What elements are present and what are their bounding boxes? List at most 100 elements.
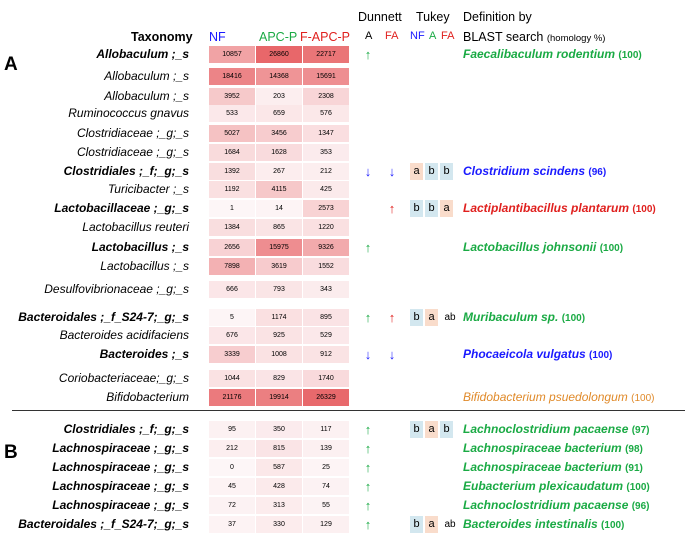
blast-definition: Eubacterium plexicaudatum (100): [463, 478, 650, 496]
tukey-letter: b: [425, 163, 438, 180]
tukey-col-fa: FA: [441, 30, 455, 42]
heatmap-cell: 576: [303, 105, 349, 122]
dunnett-a-arrow: ↑: [364, 240, 372, 255]
tukey-letter: a: [425, 516, 438, 533]
heatmap-cell: 5: [209, 309, 255, 326]
homology-score: (96): [588, 167, 607, 178]
homology-score: (96): [631, 501, 650, 512]
heatmap-cell: 350: [256, 421, 302, 438]
species-name: Phocaeicola vulgatus: [463, 347, 590, 361]
heatmap-cell: 19914: [256, 389, 302, 406]
heatmap-cell: 22717: [303, 46, 349, 63]
heatmap-cell: 1684: [209, 144, 255, 161]
heatmap-cell: 7898: [209, 258, 255, 275]
section-divider: [12, 410, 685, 411]
taxon-label: Lactobacillaceae ;_g;_s: [54, 201, 189, 215]
homology-score: (100): [589, 350, 613, 361]
taxon-label: Allobaculum ;_s: [104, 69, 189, 83]
taxon-label: Bifidobacterium: [106, 390, 189, 404]
dunnett-fa-arrow: ↑: [388, 201, 396, 216]
heatmap-cell: 1384: [209, 219, 255, 236]
heatmap-cell: 4115: [256, 181, 302, 198]
heatmap-cell: 26860: [256, 46, 302, 63]
taxon-label: Lachnospiraceae ;_g;_s: [52, 479, 189, 493]
heatmap-cell: 1552: [303, 258, 349, 275]
taxon-label: Lactobacillus ;_s: [91, 240, 189, 254]
heatmap-cell: 3339: [209, 346, 255, 363]
dunnett-col-a: A: [365, 30, 373, 42]
blast-definition: Lachnoclostridium pacaense (96): [463, 497, 650, 515]
species-name: Lactobacillus johnsonii: [463, 240, 600, 254]
heatmap-cell: 1628: [256, 144, 302, 161]
blast-definition: Lactobacillus johnsonii (100): [463, 239, 623, 257]
species-name: Faecalibaculum rodentium: [463, 47, 619, 61]
species-name: Lachnospiraceae bacterium: [463, 441, 626, 455]
heatmap-cell: 15691: [303, 68, 349, 85]
heatmap-cell: 3456: [256, 125, 302, 142]
species-name: Lachnospiraceae bacterium: [463, 460, 626, 474]
heatmap-cell: 14: [256, 200, 302, 217]
species-name: Eubacterium plexicaudatum: [463, 479, 627, 493]
group-header-f-apc-p: F-APC-P: [300, 30, 350, 44]
heatmap-cell: 1220: [303, 219, 349, 236]
taxon-label: Clostridiales ;_f;_g;_s: [63, 422, 189, 436]
taxon-label: Bacteroidales ;_f_S24-7;_g;_s: [18, 517, 189, 531]
species-name: Lachnoclostridium pacaense: [463, 422, 632, 436]
heatmap-cell: 25: [303, 459, 349, 476]
heatmap-cell: 37: [209, 516, 255, 533]
heatmap-cell: 203: [256, 88, 302, 105]
tukey-letter: b: [410, 516, 423, 533]
heatmap-cell: 9326: [303, 239, 349, 256]
dunnett-col-fa: FA: [385, 30, 399, 42]
heatmap-cell: 267: [256, 163, 302, 180]
group-header-nf: NF: [209, 30, 226, 44]
dunnett-fa-arrow: ↓: [388, 164, 396, 179]
heatmap-cell: 353: [303, 144, 349, 161]
heatmap-cell: 21176: [209, 389, 255, 406]
heatmap-cell: 666: [209, 281, 255, 298]
heatmap-cell: 529: [303, 327, 349, 344]
tukey-letter: a: [425, 421, 438, 438]
heatmap-cell: 129: [303, 516, 349, 533]
blast-header: BLAST search (homology %): [463, 30, 605, 44]
heatmap-cell: 829: [256, 370, 302, 387]
heatmap-cell: 793: [256, 281, 302, 298]
heatmap-cell: 18416: [209, 68, 255, 85]
taxon-label: Lactobacillus ;_s: [100, 259, 189, 273]
heatmap-cell: 10857: [209, 46, 255, 63]
dunnett-a-arrow: ↑: [364, 441, 372, 456]
taxon-label: Desulfovibrionaceae ;_g;_s: [44, 282, 189, 296]
taxon-label: Bacteroides acidifaciens: [59, 328, 189, 342]
blast-definition: Bacteroides intestinalis (100): [463, 516, 624, 534]
heatmap-cell: 74: [303, 478, 349, 495]
heatmap-cell: 1192: [209, 181, 255, 198]
blast-definition: Muribaculum sp. (100): [463, 309, 585, 327]
heatmap-cell: 72: [209, 497, 255, 514]
heatmap-cell: 3952: [209, 88, 255, 105]
heatmap-cell: 26329: [303, 389, 349, 406]
homology-score: (100): [632, 204, 656, 215]
heatmap-cell: 815: [256, 440, 302, 457]
heatmap-cell: 1740: [303, 370, 349, 387]
heatmap-cell: 895: [303, 309, 349, 326]
heatmap-cell: 2308: [303, 88, 349, 105]
heatmap-cell: 1174: [256, 309, 302, 326]
blast-label: BLAST search: [463, 30, 544, 44]
heatmap-cell: 425: [303, 181, 349, 198]
species-name: Bifidobacterium psuedolongum: [463, 390, 632, 404]
species-name: Muribaculum sp.: [463, 310, 562, 324]
heatmap-cell: 912: [303, 346, 349, 363]
tukey-letter: a: [440, 200, 453, 217]
species-name: Lachnoclostridium pacaense: [463, 498, 632, 512]
dunnett-a-arrow: ↓: [364, 164, 372, 179]
dunnett-a-arrow: ↑: [364, 517, 372, 532]
heatmap-cell: 15975: [256, 239, 302, 256]
tukey-letter: b: [425, 200, 438, 217]
heatmap-cell: 0: [209, 459, 255, 476]
homology-score: (98): [625, 444, 643, 455]
homology-score: (97): [631, 425, 650, 436]
heatmap-cell: 45: [209, 478, 255, 495]
heatmap-cell: 587: [256, 459, 302, 476]
tukey-letter: ab: [444, 519, 456, 530]
tukey-letter: b: [410, 200, 423, 217]
